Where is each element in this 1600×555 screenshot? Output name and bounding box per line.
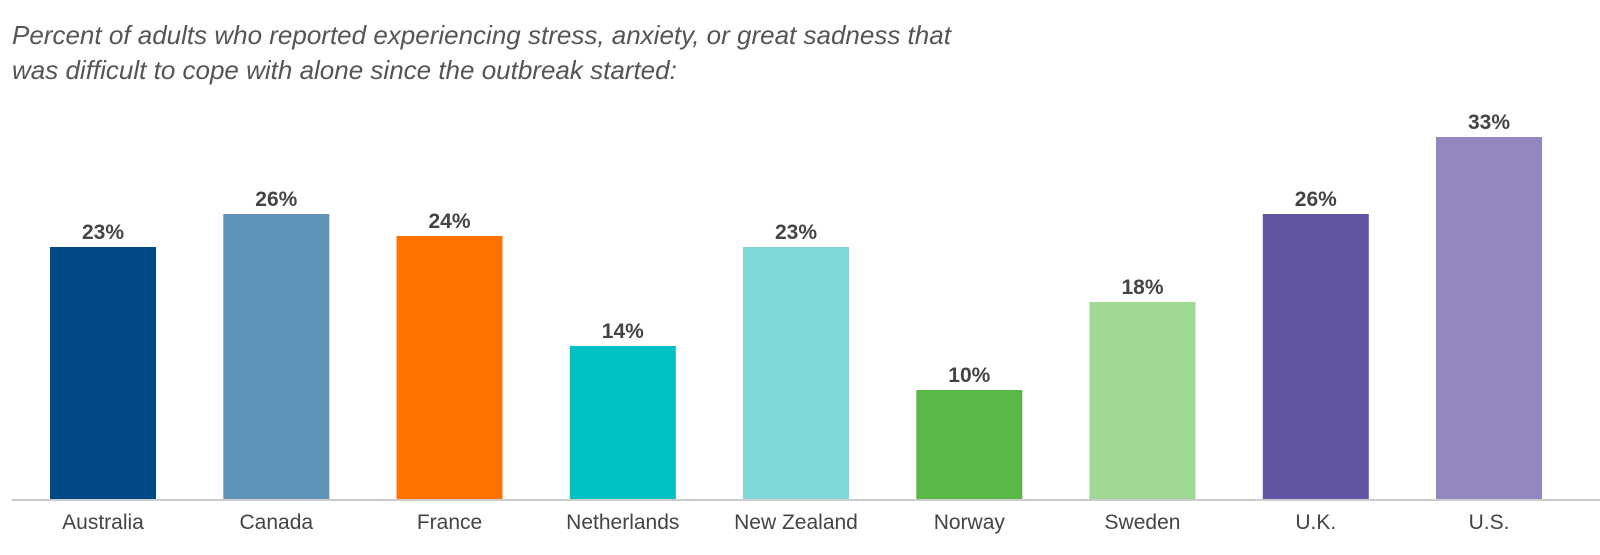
value-label-france: 24%	[428, 210, 470, 233]
bar-france	[396, 236, 503, 500]
value-label-norway: 10%	[948, 364, 990, 387]
x-tick-label-u-s: U.S.	[1469, 511, 1510, 534]
x-tick-label-norway: Norway	[934, 511, 1006, 534]
x-tick-label-france: France	[417, 511, 482, 534]
value-label-u-s: 33%	[1468, 111, 1510, 134]
x-tick-label-canada: Canada	[240, 511, 314, 534]
x-tick-label-u-k: U.K.	[1295, 511, 1336, 534]
value-label-u-k: 26%	[1295, 188, 1337, 211]
x-tick-label-new-zealand: New Zealand	[734, 511, 858, 534]
value-label-australia: 23%	[82, 221, 124, 244]
value-labels-group: 23% 26% 24% 14% 23% 10% 18% 26% 33%	[82, 111, 1510, 387]
chart-subtitle: Percent of adults who reported experienc…	[12, 20, 951, 85]
value-label-new-zealand: 23%	[775, 221, 817, 244]
bar-australia	[50, 247, 156, 500]
bar-norway	[916, 390, 1023, 500]
x-tick-labels-group: Australia Canada France Netherlands New Zeal…	[62, 511, 1509, 534]
x-tick-label-netherlands: Netherlands	[566, 511, 679, 534]
bar-sweden	[1089, 302, 1196, 500]
value-label-netherlands: 14%	[602, 320, 644, 343]
bar-u-k	[1262, 214, 1369, 500]
bar-u-s	[1436, 137, 1542, 500]
bar-canada	[223, 214, 330, 500]
x-tick-label-sweden: Sweden	[1105, 511, 1181, 534]
value-label-canada: 26%	[255, 188, 297, 211]
bar-new-zealand	[743, 247, 849, 500]
value-label-sweden: 18%	[1121, 276, 1163, 299]
bars-group	[50, 137, 1542, 500]
x-tick-label-australia: Australia	[62, 511, 144, 534]
bar-netherlands	[569, 346, 676, 500]
